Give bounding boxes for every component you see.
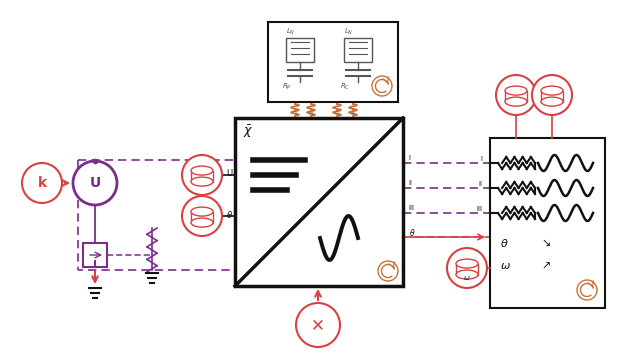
Text: d: d — [309, 111, 313, 116]
Ellipse shape — [541, 97, 563, 106]
Ellipse shape — [191, 218, 213, 227]
Text: k: k — [37, 176, 47, 190]
Circle shape — [182, 196, 222, 236]
Ellipse shape — [505, 86, 527, 95]
Bar — [505, 91, 527, 102]
Bar — [344, 38, 372, 62]
Text: $\theta$: $\theta$ — [500, 237, 509, 249]
Circle shape — [372, 76, 392, 96]
Text: II: II — [478, 181, 482, 187]
Ellipse shape — [191, 177, 213, 186]
Bar — [541, 91, 563, 102]
Text: $\omega$: $\omega$ — [500, 261, 511, 271]
Ellipse shape — [191, 207, 213, 216]
Bar — [191, 171, 213, 181]
Text: $\omega$: $\omega$ — [463, 274, 471, 282]
Text: $L_N$: $L_N$ — [286, 27, 296, 37]
Text: III: III — [476, 206, 482, 212]
Text: a: a — [351, 111, 355, 116]
Circle shape — [378, 261, 398, 281]
Bar — [83, 243, 107, 267]
Circle shape — [182, 155, 222, 195]
Text: U: U — [226, 168, 232, 177]
Text: I: I — [93, 260, 97, 270]
Circle shape — [447, 248, 487, 288]
Circle shape — [496, 75, 536, 115]
Text: I: I — [480, 156, 482, 162]
Bar — [286, 38, 314, 62]
Circle shape — [296, 303, 340, 347]
Circle shape — [577, 280, 597, 300]
Text: $\theta$: $\theta$ — [409, 226, 415, 238]
Ellipse shape — [456, 270, 478, 279]
Bar — [268, 22, 398, 102]
Text: U: U — [90, 176, 100, 190]
Bar — [191, 212, 213, 222]
Ellipse shape — [541, 86, 563, 95]
Bar — [235, 118, 403, 286]
Text: $\nearrow$: $\nearrow$ — [539, 261, 551, 271]
Text: ✕: ✕ — [311, 316, 325, 334]
Text: 0: 0 — [335, 111, 339, 116]
Text: $R_C$: $R_C$ — [340, 82, 350, 92]
Text: 1: 1 — [293, 111, 297, 116]
Circle shape — [532, 75, 572, 115]
Text: $\searrow$: $\searrow$ — [539, 238, 551, 248]
Text: $\bar{\chi}$: $\bar{\chi}$ — [243, 124, 253, 140]
Circle shape — [22, 163, 62, 203]
Ellipse shape — [456, 259, 478, 268]
Text: $L_N$: $L_N$ — [344, 27, 353, 37]
Bar — [490, 138, 605, 308]
Text: $R_P$: $R_P$ — [282, 82, 292, 92]
Text: I: I — [408, 155, 410, 161]
Ellipse shape — [191, 166, 213, 175]
Bar — [456, 264, 478, 275]
Text: $\theta$: $\theta$ — [226, 208, 233, 220]
Circle shape — [73, 161, 117, 205]
Text: III: III — [408, 205, 414, 211]
Ellipse shape — [505, 97, 527, 106]
Text: II: II — [408, 180, 412, 186]
